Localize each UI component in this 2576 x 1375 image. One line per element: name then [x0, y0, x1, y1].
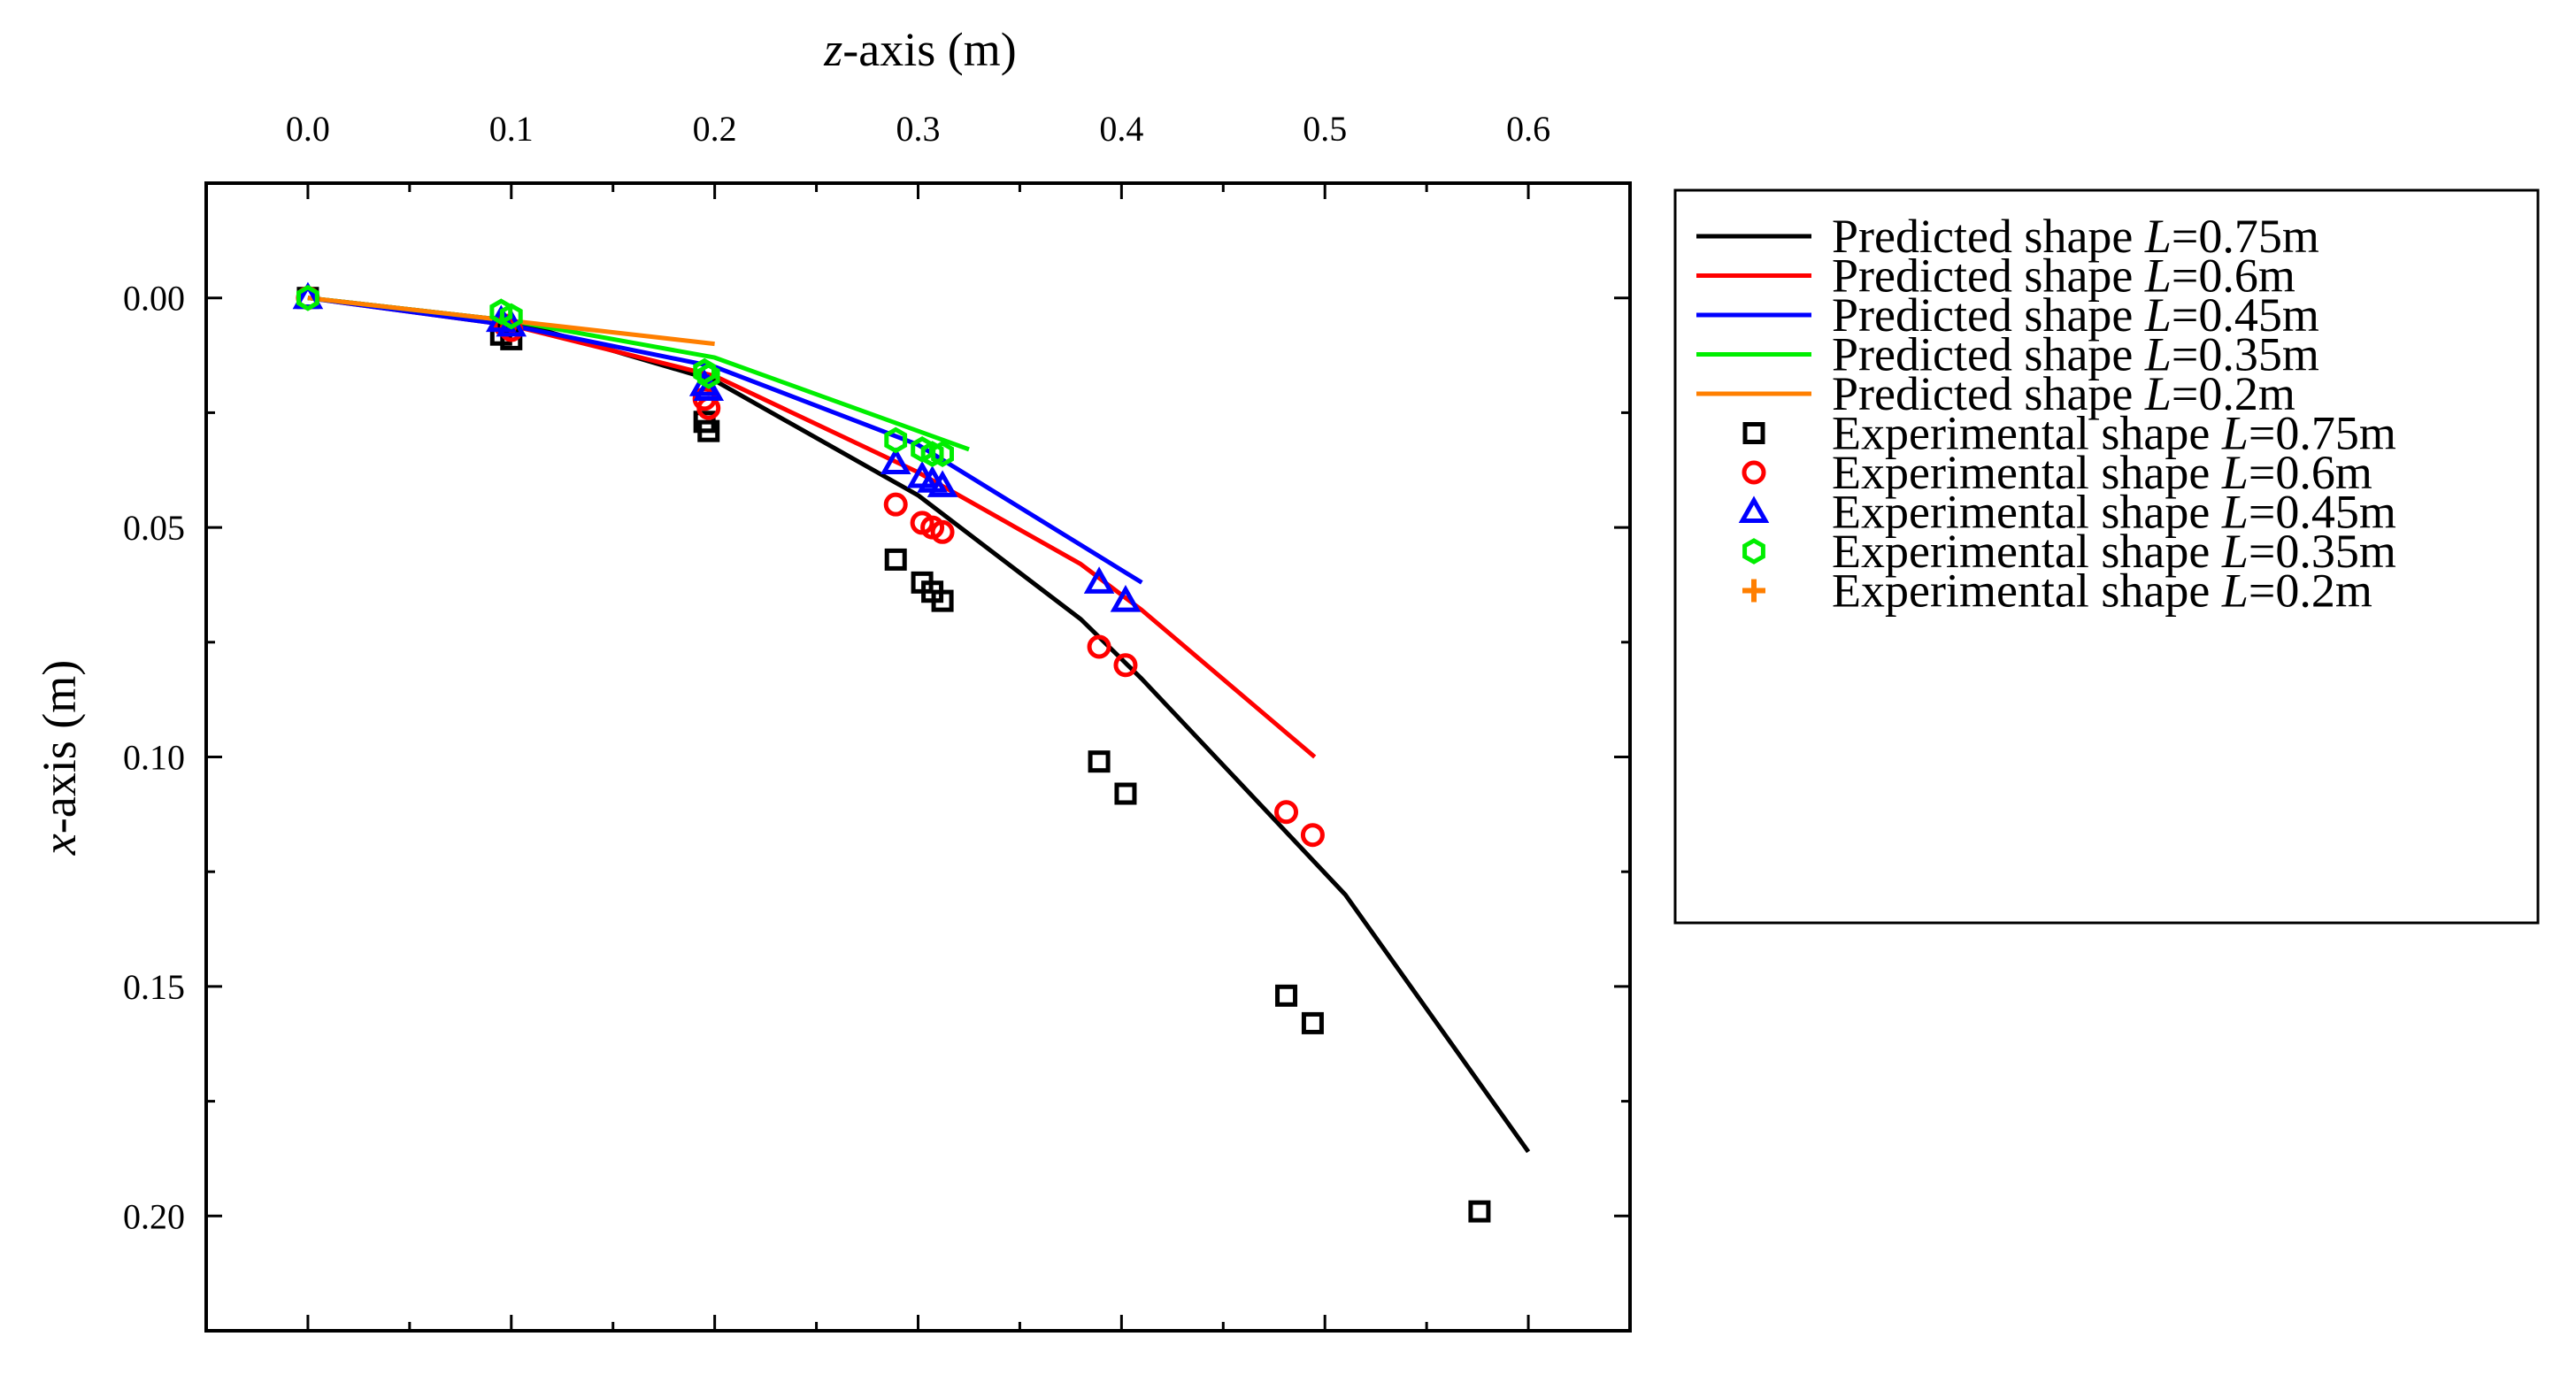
legend-swatch-marker — [1742, 579, 1765, 603]
y-tick-label: 0.05 — [123, 508, 185, 548]
legend-item: Predicted shape L=0.35m — [1696, 328, 2319, 381]
data-point — [1301, 1011, 1324, 1034]
legend-label: Experimental shape L=0.45m — [1832, 486, 2396, 539]
legend-label: Experimental shape L=0.35m — [1832, 525, 2396, 578]
data-point — [1468, 1200, 1491, 1223]
series-line — [307, 296, 1143, 585]
y-axis-ticks: 0.00 0.05 0.10 0.15 0.20 — [123, 181, 1630, 1333]
data-point — [883, 492, 908, 517]
y-axis-title: x-axis (m) — [33, 660, 86, 856]
x-axis-title: z-axis (m) — [823, 23, 1016, 76]
y-tick-label: 0.00 — [123, 279, 185, 319]
plot-frame — [204, 181, 1632, 1333]
x-tick-label: 0.5 — [1303, 109, 1347, 149]
data-point — [930, 519, 955, 544]
legend-item: Predicted shape L=0.45m — [1696, 288, 2319, 342]
data-point — [1300, 823, 1325, 848]
legend-item: Predicted shape L=0.2m — [1696, 367, 2295, 420]
data-point — [1088, 750, 1111, 773]
legend-frame — [1673, 188, 2540, 925]
data-point — [499, 303, 523, 330]
legend-label: Experimental shape L=0.2m — [1832, 565, 2372, 618]
legend-label: Predicted shape L=0.45m — [1832, 288, 2319, 342]
legend-item: Experimental shape L=0.6m — [1742, 446, 2372, 499]
x-tick-label: 0.2 — [693, 109, 737, 149]
x-tick-label: 0.6 — [1506, 109, 1550, 149]
legend-label: Experimental shape L=0.6m — [1832, 446, 2372, 499]
legend-swatch-marker — [1738, 495, 1770, 523]
data-point — [1087, 634, 1111, 659]
data-point — [1275, 984, 1298, 1007]
x-axis-ticks: 0.0 0.1 0.2 0.3 0.4 0.5 0.6 — [204, 109, 1632, 1331]
series-line — [307, 296, 1531, 1154]
legend-swatch-marker — [1742, 460, 1766, 485]
data-point — [880, 447, 911, 474]
legend-label: Predicted shape L=0.2m — [1832, 367, 2295, 420]
data-point — [696, 363, 720, 389]
legend-label: Predicted shape L=0.75m — [1832, 210, 2319, 263]
series-line — [307, 296, 1317, 759]
data-point — [884, 548, 907, 571]
data-point — [1110, 585, 1142, 612]
data-point — [1113, 653, 1138, 678]
x-tick-label: 0.3 — [896, 109, 941, 149]
x-tick-label: 0.4 — [1099, 109, 1143, 149]
data-point — [693, 373, 725, 401]
legend-swatch-marker — [1742, 422, 1765, 444]
x-tick-label: 0.0 — [286, 109, 330, 149]
legend-item: Experimental shape L=0.2m — [1742, 565, 2372, 618]
data-point — [931, 441, 954, 467]
y-tick-label: 0.10 — [123, 738, 185, 778]
legend-item: Predicted shape L=0.75m — [1696, 210, 2319, 263]
data-point — [697, 419, 720, 442]
data-point — [1083, 566, 1115, 594]
data-point — [296, 284, 319, 311]
series-markers — [292, 281, 1491, 1223]
data-point — [1114, 782, 1137, 805]
legend-item: Experimental shape L=0.45m — [1738, 486, 2396, 539]
legend-item: Experimental shape L=0.35m — [1742, 525, 2396, 578]
y-tick-label: 0.15 — [123, 967, 185, 1007]
series-lines — [307, 296, 1531, 1154]
legend-label: Experimental shape L=0.75m — [1832, 407, 2396, 460]
legend-swatch-marker — [1742, 538, 1765, 565]
data-point — [931, 589, 954, 612]
legend-item: Experimental shape L=0.75m — [1742, 407, 2396, 460]
x-tick-label: 0.1 — [489, 109, 534, 149]
legend-item: Predicted shape L=0.6m — [1696, 250, 2295, 303]
y-tick-label: 0.20 — [123, 1196, 185, 1236]
legend-label: Predicted shape L=0.35m — [1832, 328, 2319, 381]
data-point — [920, 441, 944, 467]
data-point — [884, 426, 908, 454]
data-point — [1274, 800, 1299, 825]
legend-label: Predicted shape L=0.6m — [1832, 250, 2295, 303]
data-point — [927, 470, 958, 497]
